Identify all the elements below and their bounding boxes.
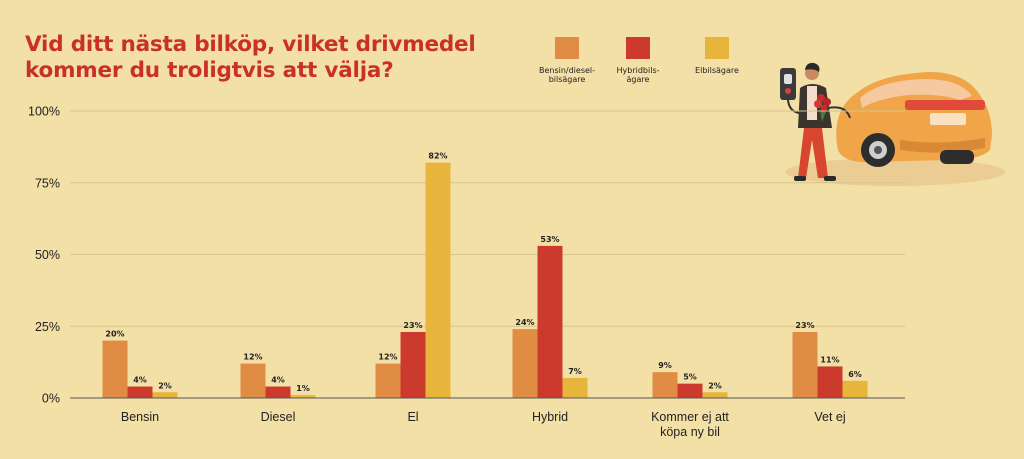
person-car-illustration xyxy=(780,62,1005,186)
legend-label: Elbilsägare xyxy=(677,66,757,75)
data-label: 53% xyxy=(540,235,559,244)
legend-label-line: bilsägare xyxy=(548,75,586,84)
data-label: 2% xyxy=(708,381,722,390)
legend-item: Elbilsägare xyxy=(677,37,757,75)
data-label: 82% xyxy=(428,152,447,161)
chart-title-line-2: kommer du troligtvis att välja? xyxy=(25,58,394,83)
legend-item: Bensin/diesel-bilsägare xyxy=(527,37,607,84)
bar xyxy=(512,329,538,398)
y-tick-label: 100% xyxy=(28,105,60,119)
legend-label-line: Hybridbils- xyxy=(616,66,660,75)
data-label: 23% xyxy=(795,321,814,330)
data-label: 6% xyxy=(848,370,862,379)
x-tick-label: Kommer ej att xyxy=(651,410,729,424)
x-tick-label: Hybrid xyxy=(532,410,568,424)
bar xyxy=(537,245,563,398)
x-tick-label: Bensin xyxy=(121,410,159,424)
bar xyxy=(102,340,128,398)
legend-label: Bensin/diesel-bilsägare xyxy=(527,66,607,84)
gridlines xyxy=(70,110,905,327)
legend-swatch xyxy=(705,37,729,59)
legend-swatch xyxy=(626,37,650,59)
bar xyxy=(240,363,266,398)
legend-label: Hybridbils-ägare xyxy=(598,66,678,84)
chart-title-line-1: Vid ditt nästa bilköp, vilket drivmedel xyxy=(25,32,476,57)
legend-item: Hybridbils-ägare xyxy=(598,37,678,84)
data-label: 20% xyxy=(105,330,124,339)
bars xyxy=(102,162,868,398)
legend-label-line: ägare xyxy=(626,75,650,84)
data-label: 23% xyxy=(403,321,422,330)
bar xyxy=(127,386,153,398)
bar xyxy=(652,372,678,398)
data-label: 4% xyxy=(133,376,147,385)
bar xyxy=(425,162,451,398)
bar xyxy=(702,392,728,398)
data-label: 11% xyxy=(820,355,839,364)
bar xyxy=(562,377,588,398)
data-label: 24% xyxy=(515,318,534,327)
bar xyxy=(290,395,316,398)
data-label: 5% xyxy=(683,373,697,382)
y-tick-label: 0% xyxy=(42,392,60,406)
bar xyxy=(265,386,291,398)
bar xyxy=(400,331,426,398)
bar xyxy=(792,331,818,398)
x-tick-label: Diesel xyxy=(261,410,296,424)
bar xyxy=(817,366,843,398)
bar xyxy=(152,392,178,398)
data-label: 1% xyxy=(296,384,310,393)
x-tick-label: Vet ej xyxy=(814,410,845,424)
axes: 0% 25% 50% 75% 100% Bensin Diesel El Hybrid Komme… xyxy=(28,105,905,439)
data-label: 7% xyxy=(568,367,582,376)
bar xyxy=(375,363,401,398)
data-label: 9% xyxy=(658,361,672,370)
legend-label-line: Elbilsägare xyxy=(695,66,739,75)
chart-title: Vid ditt nästa bilköp, vilket drivmedel … xyxy=(25,32,505,84)
y-tick-label: 75% xyxy=(35,176,60,190)
data-label: 2% xyxy=(158,381,172,390)
legend-swatch xyxy=(555,37,579,59)
data-label: 12% xyxy=(378,353,397,362)
y-tick-label: 25% xyxy=(35,320,60,334)
data-label: 4% xyxy=(271,376,285,385)
bar xyxy=(677,383,703,398)
x-tick-label: köpa ny bil xyxy=(660,425,720,439)
data-labels: 20% 4% 2% 12% 4% 1% 12% 23% 82% 24% 53% 7% 9% 5% 2% 23%… xyxy=(105,152,861,393)
y-tick-label: 50% xyxy=(35,248,60,262)
x-tick-label: El xyxy=(407,410,418,424)
legend-label-line: Bensin/diesel- xyxy=(538,66,596,75)
bar xyxy=(842,380,868,398)
data-label: 12% xyxy=(243,353,262,362)
